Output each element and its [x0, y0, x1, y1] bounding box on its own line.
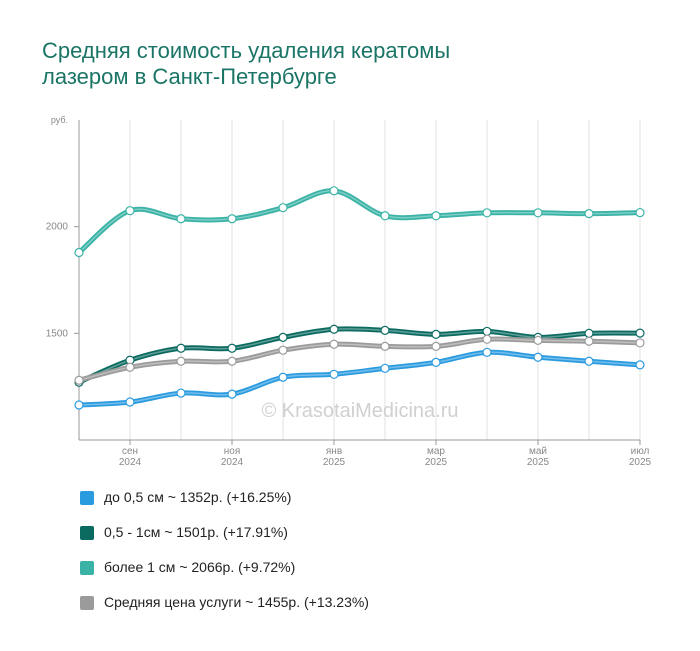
data-point — [482, 326, 492, 337]
data-point — [176, 388, 186, 398]
data-point — [227, 214, 237, 224]
data-point — [74, 400, 84, 410]
legend-swatch — [80, 561, 94, 575]
data-point — [329, 324, 339, 334]
data-point — [635, 360, 645, 370]
data-point — [227, 356, 237, 366]
data-point — [74, 247, 84, 258]
data-point — [482, 334, 492, 344]
series-line-highlight — [78, 328, 641, 383]
legend-swatch — [80, 491, 94, 505]
data-point — [125, 206, 135, 216]
data-point — [278, 332, 288, 342]
data-point — [227, 389, 237, 399]
data-point — [584, 328, 594, 338]
data-point — [278, 203, 288, 213]
data-point — [380, 363, 390, 373]
data-point — [635, 338, 645, 348]
x-tick-label: июл 2025 — [628, 446, 652, 468]
legend-label: Средняя цена услуги ~ 1455р. (+13.23%) — [104, 594, 369, 610]
data-point — [74, 375, 84, 385]
x-tick-label: сен 2024 — [118, 446, 142, 468]
data-point — [584, 336, 594, 346]
legend-label: 0,5 - 1см ~ 1501р. (+17.91%) — [104, 524, 288, 540]
legend-label: до 0,5 см ~ 1352р. (+16.25%) — [104, 489, 292, 505]
data-point — [431, 341, 441, 351]
data-point — [431, 329, 441, 339]
data-point — [227, 343, 237, 353]
data-point — [380, 341, 390, 351]
series-line — [76, 188, 643, 255]
x-tick-label: ноя 2024 — [220, 446, 244, 468]
data-point — [176, 343, 186, 353]
data-point — [635, 207, 645, 218]
data-point — [329, 339, 339, 349]
data-point — [380, 325, 390, 335]
legend-swatch — [80, 596, 94, 610]
data-point — [431, 357, 441, 367]
legend-swatch — [80, 526, 94, 540]
x-tick-label: мар 2025 — [424, 446, 448, 468]
series-line — [76, 349, 643, 408]
data-point — [482, 347, 492, 357]
data-point — [533, 208, 543, 218]
data-point — [125, 397, 135, 407]
data-point — [278, 345, 288, 355]
data-point — [278, 372, 288, 382]
data-point — [533, 352, 543, 362]
y-tick-label: 2000 — [46, 222, 69, 233]
x-tick-label: май 2025 — [526, 446, 550, 468]
chart-title: Средняя стоимость удаления кератомы лазе… — [42, 38, 451, 89]
y-tick-label: 1500 — [46, 328, 69, 339]
data-point — [176, 356, 186, 366]
y-unit: руб. — [51, 115, 68, 125]
legend-label: более 1 см ~ 2066р. (+9.72%) — [104, 559, 296, 575]
data-point — [584, 209, 594, 219]
data-point — [329, 369, 339, 379]
data-point — [482, 208, 492, 218]
data-point — [125, 362, 135, 372]
data-point — [380, 211, 390, 221]
data-point — [533, 335, 543, 345]
watermark: © KrasotaiMedicina.ru — [261, 400, 458, 422]
x-tick-label: янв 2025 — [322, 446, 346, 468]
data-point — [431, 211, 441, 221]
data-point — [635, 328, 645, 338]
data-point — [329, 186, 339, 196]
data-point — [176, 214, 186, 224]
data-point — [584, 356, 594, 366]
